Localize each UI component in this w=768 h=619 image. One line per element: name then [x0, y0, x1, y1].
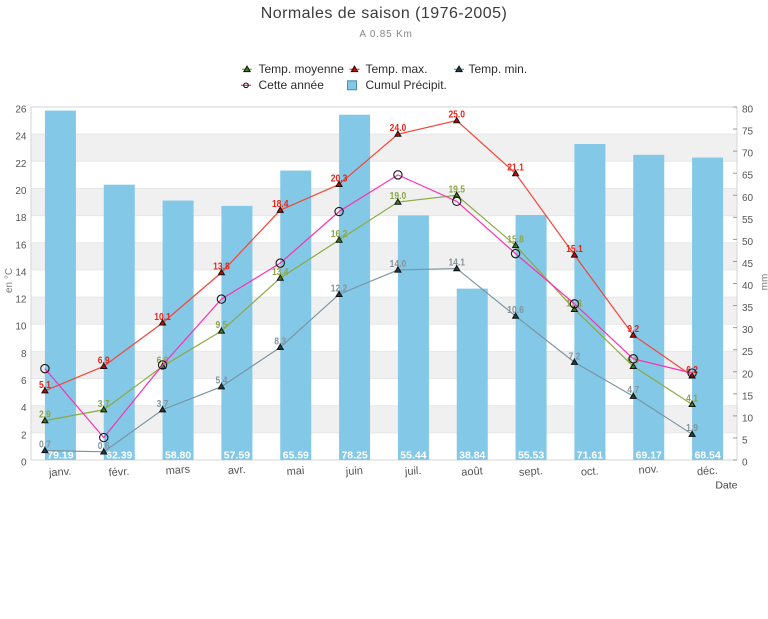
svg-text:en °C: en °C — [4, 268, 15, 293]
svg-text:mars: mars — [165, 464, 191, 478]
svg-text:5: 5 — [742, 435, 748, 446]
svg-text:févr.: févr. — [108, 466, 130, 479]
svg-text:sept.: sept. — [519, 465, 544, 479]
svg-text:juil.: juil. — [404, 465, 422, 478]
svg-text:70: 70 — [742, 149, 754, 160]
svg-text:Temp. min.: Temp. min. — [469, 62, 528, 76]
svg-text:Temp. max.: Temp. max. — [366, 62, 428, 76]
svg-text:26: 26 — [15, 105, 27, 116]
svg-text:6: 6 — [21, 376, 27, 387]
svg-text:oct.: oct. — [580, 465, 599, 478]
svg-text:A 0.85 Km: A 0.85 Km — [359, 29, 412, 40]
svg-text:75: 75 — [742, 127, 754, 138]
svg-text:30: 30 — [742, 325, 754, 336]
svg-text:50: 50 — [742, 237, 754, 248]
svg-text:45: 45 — [742, 259, 754, 270]
svg-text:8: 8 — [21, 349, 27, 360]
svg-text:Cette année: Cette année — [259, 78, 325, 92]
svg-text:60: 60 — [742, 193, 754, 204]
svg-text:22: 22 — [15, 159, 27, 170]
svg-text:nov.: nov. — [638, 463, 659, 476]
svg-text:68.54: 68.54 — [694, 450, 720, 462]
svg-text:Cumul Précipit.: Cumul Précipit. — [366, 78, 447, 92]
svg-text:0: 0 — [21, 458, 27, 469]
svg-text:40: 40 — [742, 281, 754, 292]
svg-text:62.39: 62.39 — [106, 450, 132, 462]
svg-text:25: 25 — [742, 347, 754, 358]
svg-text:20: 20 — [15, 186, 27, 197]
svg-text:Normales de saison (1976-2005): Normales de saison (1976-2005) — [261, 5, 508, 22]
svg-text:janv.: janv. — [48, 466, 72, 480]
svg-text:10: 10 — [15, 322, 27, 333]
svg-text:58.80: 58.80 — [165, 450, 191, 462]
svg-text:15: 15 — [742, 391, 754, 402]
svg-text:65: 65 — [742, 171, 754, 182]
svg-text:55.44: 55.44 — [400, 450, 426, 462]
svg-text:juin: juin — [344, 465, 363, 478]
svg-text:71.61: 71.61 — [577, 450, 603, 462]
svg-text:69.17: 69.17 — [636, 450, 662, 462]
svg-text:55.53: 55.53 — [518, 450, 544, 462]
svg-text:2: 2 — [21, 430, 27, 441]
svg-text:mm: mm — [760, 274, 768, 291]
svg-text:août: août — [461, 465, 483, 478]
svg-text:20: 20 — [742, 369, 754, 380]
svg-text:16: 16 — [15, 240, 27, 251]
svg-text:4: 4 — [21, 403, 27, 414]
svg-text:78.25: 78.25 — [341, 450, 367, 462]
svg-text:18: 18 — [15, 213, 27, 224]
svg-text:14: 14 — [15, 267, 27, 278]
svg-text:55: 55 — [742, 215, 754, 226]
svg-text:65.59: 65.59 — [283, 450, 309, 462]
svg-text:12: 12 — [15, 295, 27, 306]
svg-text:Date: Date — [715, 480, 737, 492]
svg-text:Temp. moyenne: Temp. moyenne — [259, 62, 345, 76]
svg-text:avr.: avr. — [227, 464, 246, 477]
svg-text:80: 80 — [742, 105, 754, 116]
svg-text:0: 0 — [742, 458, 748, 469]
svg-text:38.84: 38.84 — [459, 450, 485, 462]
svg-text:35: 35 — [742, 303, 754, 314]
svg-text:mai: mai — [286, 465, 305, 478]
svg-text:24: 24 — [15, 132, 27, 143]
svg-text:10: 10 — [742, 413, 754, 424]
svg-text:déc.: déc. — [697, 465, 719, 478]
svg-text:57.59: 57.59 — [224, 450, 250, 462]
